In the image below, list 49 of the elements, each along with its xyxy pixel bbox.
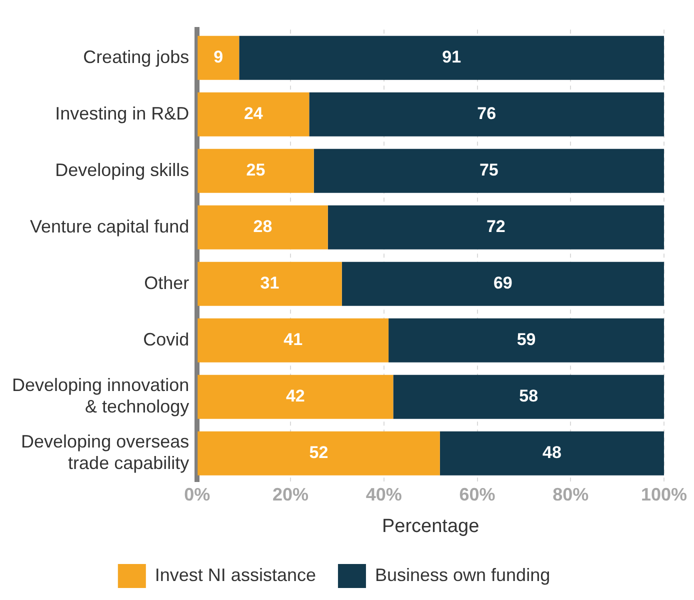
data-label: 31 [260, 274, 280, 293]
y-tick-label: Developing innovation & technology [12, 375, 190, 417]
x-tick-label: 80% [552, 484, 589, 504]
legend-label: Invest NI assistance [154, 564, 316, 585]
bar [388, 318, 664, 362]
x-tick-label: 100% [640, 484, 688, 504]
bar [198, 262, 342, 306]
y-tick-label: Covid [143, 329, 190, 350]
data-label: 42 [286, 386, 305, 406]
bar [239, 36, 664, 80]
data-label: 76 [477, 104, 496, 124]
y-tick-label: Creating jobs [83, 46, 190, 67]
bar [314, 148, 664, 193]
x-tick-label: 40% [366, 484, 402, 504]
y-tick-label: Other [144, 272, 190, 293]
bar [198, 431, 440, 476]
bar [198, 148, 314, 193]
bar [342, 262, 664, 306]
y-tick-label: Investing in R&D [55, 103, 190, 124]
bar [440, 431, 664, 476]
y-tick-label: Developing overseas trade capability [21, 432, 190, 474]
legend-label: Business own funding [374, 564, 550, 585]
bar [198, 36, 240, 80]
bar [198, 374, 394, 419]
bar [198, 318, 389, 362]
data-label: 69 [493, 274, 512, 293]
data-label: 72 [486, 217, 506, 236]
bar [328, 205, 664, 250]
bar [198, 205, 328, 250]
y-tick-label: Venture capital fund [30, 216, 190, 236]
bar [198, 92, 310, 136]
x-tick-label: 20% [272, 484, 309, 504]
data-label: 25 [246, 160, 266, 180]
bar [393, 374, 664, 419]
x-tick-label: 60% [459, 484, 496, 504]
data-label: 52 [309, 443, 328, 462]
data-label: 58 [519, 386, 538, 406]
y-tick-label: Developing skills [55, 160, 190, 180]
data-label: 28 [253, 217, 272, 236]
data-label: 59 [516, 330, 536, 350]
x-axis-title: Percentage [382, 516, 480, 537]
data-label: 48 [542, 443, 562, 462]
data-label: 9 [214, 48, 224, 67]
data-label: 41 [284, 330, 303, 350]
data-label: 91 [442, 48, 462, 67]
bar [309, 92, 664, 136]
data-label: 75 [479, 160, 498, 180]
data-label: 24 [244, 104, 264, 124]
x-tick-label: 0% [184, 484, 210, 504]
